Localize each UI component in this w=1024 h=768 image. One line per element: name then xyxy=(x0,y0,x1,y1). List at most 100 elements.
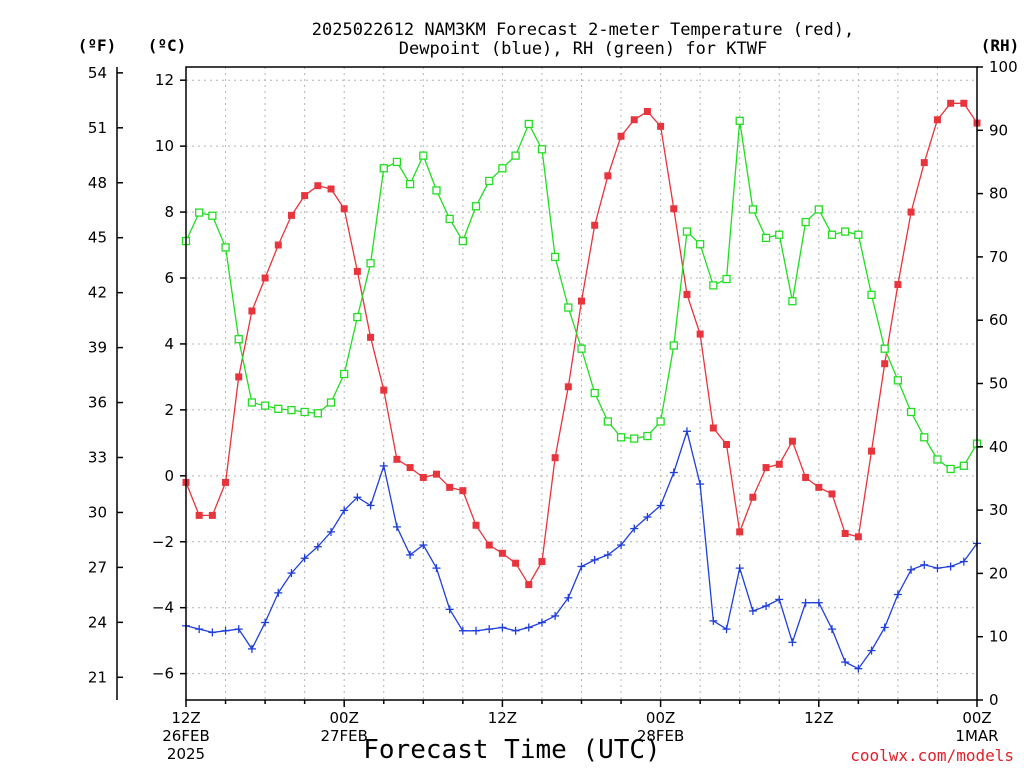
data-point xyxy=(959,461,968,470)
data-point xyxy=(709,281,718,290)
data-point xyxy=(261,618,270,627)
data-point xyxy=(881,360,889,368)
data-point xyxy=(379,164,388,173)
celsius-tick-label: −6 xyxy=(152,665,174,683)
data-point xyxy=(445,214,454,224)
x-tick-label: 00Z xyxy=(646,709,675,727)
data-point xyxy=(537,618,546,627)
data-point xyxy=(314,182,322,190)
data-point xyxy=(762,602,771,611)
data-point xyxy=(524,119,533,129)
data-point xyxy=(459,487,467,495)
data-point xyxy=(617,132,625,140)
data-point xyxy=(222,478,230,486)
data-point xyxy=(458,626,467,635)
data-point xyxy=(300,407,309,417)
rh-tick-label: 40 xyxy=(989,438,1008,456)
celsius-tick-label: 2 xyxy=(164,401,174,419)
x-tick-label: 1MAR xyxy=(955,727,998,745)
rh-tick-label: 90 xyxy=(989,121,1008,139)
data-point xyxy=(617,541,626,550)
rh-tick-label: 0 xyxy=(989,691,999,709)
celsius-tick-label: 10 xyxy=(155,137,174,155)
data-point xyxy=(748,205,758,214)
data-point xyxy=(682,427,691,436)
data-point xyxy=(867,646,876,655)
data-point xyxy=(261,274,269,282)
data-point xyxy=(564,593,573,602)
data-point xyxy=(511,626,520,635)
fahrenheit-tick-label: 51 xyxy=(88,119,107,137)
chart-title-line2: Dewpoint (blue), RH (green) for KTWF xyxy=(399,39,767,59)
data-point xyxy=(472,626,481,635)
rh-tick-label: 60 xyxy=(989,311,1008,329)
x-tick-label: 00Z xyxy=(330,709,359,727)
data-point xyxy=(550,252,560,262)
data-point xyxy=(696,330,704,338)
data-point xyxy=(287,569,296,578)
data-point xyxy=(748,606,757,615)
fahrenheit-tick-label: 21 xyxy=(88,668,107,686)
data-point xyxy=(511,151,520,160)
data-point xyxy=(234,625,243,634)
celsius-tick-label: 0 xyxy=(164,467,174,485)
data-point xyxy=(274,588,283,597)
data-point xyxy=(591,221,599,229)
data-point xyxy=(538,558,546,566)
data-point xyxy=(221,626,230,635)
x-tick-label: 00Z xyxy=(962,709,991,727)
data-point xyxy=(801,217,810,227)
data-point xyxy=(551,454,559,462)
data-point xyxy=(353,493,362,502)
data-point xyxy=(669,468,678,477)
data-point xyxy=(801,598,810,607)
series-rh xyxy=(181,116,982,474)
data-point xyxy=(260,401,270,410)
data-point xyxy=(208,628,217,637)
data-point xyxy=(498,623,507,632)
data-point xyxy=(854,664,863,673)
data-point xyxy=(709,616,718,625)
fahrenheit-tick-label: 36 xyxy=(88,394,107,412)
rh-tick-label: 30 xyxy=(989,501,1008,519)
fahrenheit-tick-label: 33 xyxy=(88,448,107,466)
data-point xyxy=(498,164,507,173)
data-point xyxy=(761,233,771,243)
data-point xyxy=(472,521,480,529)
data-point xyxy=(630,434,639,443)
data-point xyxy=(234,335,243,344)
data-point xyxy=(814,598,823,607)
rh-tick-label: 50 xyxy=(989,375,1008,393)
data-point xyxy=(248,307,256,315)
data-point xyxy=(723,440,731,448)
data-point xyxy=(195,511,203,519)
data-point xyxy=(736,528,744,536)
data-point xyxy=(643,513,652,522)
celsius-axis-unit: (ºC) xyxy=(148,36,187,55)
data-point xyxy=(380,386,388,394)
data-point xyxy=(498,549,506,557)
data-point xyxy=(247,398,257,407)
data-point xyxy=(947,99,955,107)
fahrenheit-tick-label: 27 xyxy=(88,558,107,576)
data-point xyxy=(419,151,428,160)
data-point xyxy=(696,240,705,249)
data-point xyxy=(907,565,916,574)
data-point xyxy=(287,405,296,415)
data-point xyxy=(603,417,613,426)
fahrenheit-tick-label: 39 xyxy=(88,339,107,357)
data-point xyxy=(696,480,705,489)
data-point xyxy=(788,437,796,445)
tick-labels: −6−4−20246810122124273033363942454851540… xyxy=(88,58,1018,763)
data-point xyxy=(445,605,454,614)
data-point xyxy=(788,297,797,306)
data-point xyxy=(828,490,836,498)
fahrenheit-axis-unit: (ºF) xyxy=(78,36,117,55)
data-point xyxy=(366,501,375,510)
data-point xyxy=(419,541,428,550)
data-point xyxy=(682,227,692,236)
data-point xyxy=(578,297,585,305)
data-point xyxy=(366,259,375,268)
data-point xyxy=(735,564,744,573)
series-line xyxy=(185,428,978,670)
